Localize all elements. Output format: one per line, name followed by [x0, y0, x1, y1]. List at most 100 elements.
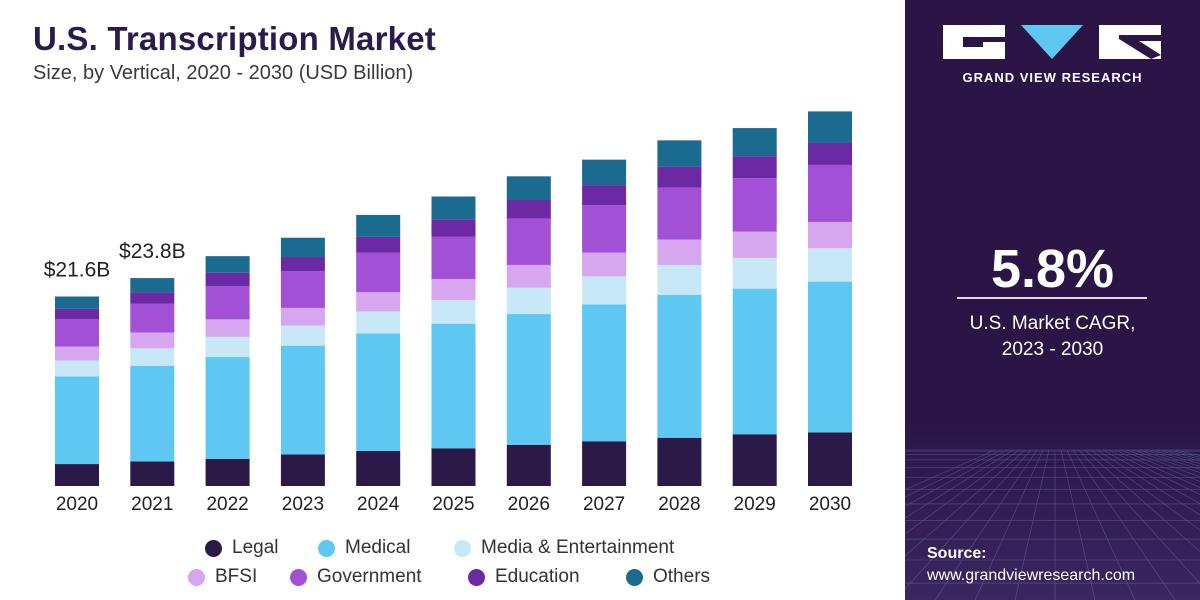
bar-segment-2028-media-entertainment [657, 264, 702, 295]
bar-segment-2026-media-entertainment [506, 287, 551, 315]
bar-segment-2024-media-entertainment [356, 311, 401, 334]
bar-segment-2025-others [431, 196, 476, 220]
legend-swatch-medical [318, 539, 335, 557]
legend-swatch-bfsi [188, 568, 205, 586]
bar-segment-2030-government [808, 164, 852, 222]
bar-segment-2029-bfsi [732, 231, 777, 258]
bar-segment-2027-education [582, 185, 627, 206]
x-tick-label-2027: 2027 [583, 494, 625, 515]
bar-segment-2029-education [732, 156, 777, 179]
bar-segment-2028-government [657, 187, 702, 240]
legend-label-bfsi: BFSI [215, 566, 258, 587]
bar-segment-2027-media-entertainment [582, 276, 627, 305]
bar-segment-2021-legal [130, 461, 175, 486]
bar-segment-2020-media-entertainment [55, 360, 99, 377]
bar-segment-2020-bfsi [55, 346, 99, 361]
legend-swatch-legal [205, 539, 222, 557]
bar-segment-2027-medical [582, 304, 627, 442]
x-tick-label-2030: 2030 [809, 494, 851, 515]
bar-segment-2021-bfsi [130, 332, 175, 349]
bar-segment-2027-legal [582, 441, 627, 486]
brand-sidebar: GRAND VIEW RESEARCH 5.8% U.S. Market CAG… [905, 0, 1200, 600]
bar-segment-2028-education [657, 166, 702, 188]
cagr-value: 5.8% [990, 239, 1115, 299]
bar-segment-2026-government [506, 218, 551, 265]
bar-segment-2025-legal [431, 448, 476, 486]
bar-segment-2029-others [732, 128, 777, 157]
bar-segment-2028-others [657, 140, 702, 167]
legend-swatch-media-entertainment [454, 539, 471, 557]
x-tick-label-2024: 2024 [357, 494, 400, 515]
legend-label-media-entertainment: Media & Entertainment [481, 537, 675, 558]
bar-segment-2024-education [356, 236, 401, 253]
stacked-bar-chart: 2020 2021 2022 2023 2024 2025 2026 2027 2028 2029… [44, 111, 852, 515]
legend-item-media-entertainment: Media & Entertainment [454, 536, 674, 560]
data-label-2021: $23.8B [119, 240, 186, 263]
bar-segment-2028-bfsi [657, 239, 702, 265]
bar-segment-2024-bfsi [356, 292, 401, 312]
chart-legend: Legal Medical Media & Entertainment BFSI Gov… [0, 532, 905, 592]
bar-segment-2029-legal [732, 434, 777, 486]
bar-segment-2030-media-entertainment [808, 248, 852, 282]
bar-segment-2023-government [280, 271, 325, 308]
bar-segment-2020-legal [55, 464, 99, 486]
bar-segment-2026-others [506, 176, 551, 201]
bar-segment-2027-bfsi [582, 252, 627, 277]
bar-segment-2023-media-entertainment [280, 325, 325, 346]
bar-segment-2025-government [431, 236, 476, 279]
bar-segment-2022-government [205, 285, 250, 320]
bar-segment-2025-education [431, 219, 476, 237]
x-tick-label-2029: 2029 [734, 494, 776, 515]
x-tick-label-2021: 2021 [131, 494, 173, 515]
bar-segment-2028-medical [657, 294, 702, 438]
x-tick-label-2028: 2028 [658, 494, 700, 515]
bar-segment-2024-medical [356, 333, 401, 451]
bar-segment-2030-legal [808, 432, 852, 486]
bar-segment-2023-education [280, 257, 325, 272]
cagr-divider [957, 297, 1147, 299]
bar-segment-2025-media-entertainment [431, 300, 476, 324]
legend-item-bfsi: BFSI [188, 565, 257, 589]
bar-segment-2022-bfsi [205, 319, 250, 337]
bar-segment-2029-government [732, 178, 777, 232]
bar-segment-2022-media-entertainment [205, 336, 250, 358]
bar-segment-2022-others [205, 256, 250, 273]
bar-segment-2030-bfsi [808, 221, 852, 249]
legend-label-education: Education [495, 566, 580, 587]
data-label-2020: $21.6B [44, 259, 111, 282]
legend-label-medical: Medical [345, 537, 411, 558]
source-url: www.grandviewresearch.com [927, 567, 1136, 584]
bar-segment-2026-medical [506, 314, 551, 445]
bar-segment-2025-medical [431, 323, 476, 449]
bar-segment-2020-government [55, 319, 99, 347]
bar-segment-2023-medical [280, 345, 325, 455]
bar-segment-2022-education [205, 272, 250, 286]
legend-swatch-others [626, 568, 643, 586]
bar-segment-2025-bfsi [431, 278, 476, 301]
bar-segment-2021-government [130, 303, 175, 333]
bar-segment-2028-legal [657, 437, 702, 486]
bar-segment-2026-legal [506, 444, 551, 486]
bar-segment-2023-legal [280, 454, 325, 486]
legend-item-others: Others [626, 565, 710, 589]
grid-decoration [905, 449, 1200, 600]
legend-item-medical: Medical [318, 536, 410, 560]
x-tick-label-2020: 2020 [56, 494, 98, 515]
bar-segment-2020-education [55, 308, 99, 320]
legend-item-legal: Legal [205, 536, 279, 560]
cagr-label: U.S. Market CAGR, 2023 - 2030 [905, 311, 1200, 363]
bar-segment-2020-others [55, 296, 99, 309]
legend-label-government: Government [317, 566, 422, 587]
chart-panel: U.S. Transcription Market Size, by Verti… [0, 20, 905, 592]
bar-segment-2021-others [130, 278, 175, 293]
bar-segment-2030-medical [808, 281, 852, 433]
bar-segment-2026-bfsi [506, 264, 551, 288]
bar-segment-2029-medical [732, 288, 777, 435]
bar-segment-2027-government [582, 205, 627, 253]
bar-segment-2030-education [808, 142, 852, 165]
chart-title: U.S. Transcription Market [33, 20, 436, 57]
bar-segment-2021-media-entertainment [130, 348, 175, 366]
bar-segment-2022-medical [205, 357, 250, 459]
grand-view-research-logo [943, 25, 1161, 59]
chart-subtitle: Size, by Vertical, 2020 - 2030 (USD Bill… [33, 62, 414, 84]
